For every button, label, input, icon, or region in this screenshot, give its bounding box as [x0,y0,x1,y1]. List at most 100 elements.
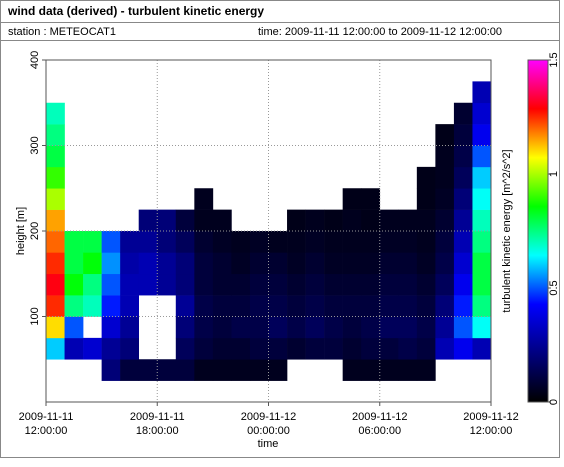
heatmap-cell [138,273,158,296]
x-tick-label: 12:00:00 [470,425,513,437]
heatmap-cell [305,295,325,317]
heatmap-cell [398,231,418,253]
heatmap-cell [249,231,269,253]
heatmap-cell [472,166,492,189]
heatmap-cell [305,273,325,296]
heatmap-cell [231,359,251,381]
heatmap-cell [361,252,381,275]
heatmap-cell [398,337,418,360]
heatmap-cell [472,337,492,360]
heatmap-cell [249,273,269,296]
heatmap-cell [46,102,65,125]
heatmap-cell [453,252,473,275]
x-axis-label: time [258,438,279,450]
heatmap-cell [305,231,325,253]
heatmap-cell [416,359,436,381]
heatmap-cell [268,316,288,339]
heatmap-cell [287,316,306,339]
heatmap-cell [212,337,232,360]
heatmap-cell [46,231,65,253]
heatmap-cell [268,295,288,317]
heatmap-cell [342,231,362,253]
heatmap-cell [472,295,492,317]
heatmap-cell [83,273,102,296]
heatmap-cell [46,252,65,275]
heatmap-cell [472,102,492,125]
heatmap-cell [416,188,436,210]
heatmap-cell [472,124,492,146]
heatmap-cell [175,252,195,275]
heatmap-cell [249,359,269,381]
heatmap-cell [379,252,399,275]
heatmap-cell [231,273,251,296]
heatmap-cell [194,273,214,296]
heatmap-cell [194,188,214,210]
heatmap-cell [453,166,473,189]
chart-title: wind data (derived) - turbulent kinetic … [7,4,264,18]
heatmap-cell [175,316,195,339]
heatmap-cell [101,316,121,339]
heatmap-cell [194,209,214,232]
heatmap-cell [46,295,65,317]
heatmap-cell [231,252,251,275]
heatmap-cell [268,359,288,381]
heatmap-cell [342,295,362,317]
heatmap-cell [324,273,343,296]
heatmap-cell [64,252,84,275]
heatmap-cell [379,273,399,296]
station: station : METEOCAT1 [8,26,116,38]
heatmap-cell [83,337,102,360]
heatmap-cell [212,316,232,339]
x-tick-label: 2009-11-11 [130,411,185,423]
heatmap-cell [416,337,436,360]
heatmap-cell [249,252,269,275]
heatmap-cell [472,252,492,275]
heatmap-cell [212,231,232,253]
heatmap-cell [157,209,177,232]
colorbar-tick-label: 1 [548,171,560,177]
time-range: time: 2009-11-11 12:00:00 to 2009-11-12 … [258,26,502,38]
y-tick-label: 400 [29,51,41,69]
heatmap-cell [342,273,362,296]
heatmap-cell [453,273,473,296]
heatmap-cell [287,252,306,275]
heatmap-cell [138,231,158,253]
heatmap-cell [305,209,325,232]
heatmap-cell [453,188,473,210]
heatmap-cell [416,166,436,189]
heatmap-cell [453,124,473,146]
heatmap-cell [46,145,65,168]
heatmap-cell [249,316,269,339]
heatmap-cell [101,252,121,275]
heatmap-cell [435,316,455,339]
heatmap-cell [64,295,84,317]
heatmap-cell [64,273,84,296]
heatmap-cell [361,188,381,210]
x-tick-label: 2009-11-12 [241,411,296,423]
colorbar-tick-label: 0 [548,399,560,405]
y-axis-label: height [m] [15,207,27,255]
x-tick-label: 2009-11-11 [19,411,74,423]
heatmap-cell [138,252,158,275]
heatmap-cell [435,273,455,296]
heatmap-cell [324,316,343,339]
heatmap-cell [175,209,195,232]
heatmap-cell [83,231,102,253]
heatmap-cell [194,337,214,360]
x-tick-label: 2009-11-12 [463,411,518,423]
heatmap-cell [453,337,473,360]
heatmap-cell [379,359,399,381]
heatmap-cell [324,252,343,275]
heatmap-cell [83,295,102,317]
heatmap-cell [64,337,84,360]
heatmap-cell [416,231,436,253]
y-tick-label: 300 [29,136,41,154]
heatmap-cell [361,209,381,232]
heatmap-cell [231,231,251,253]
heatmap-cell [472,231,492,253]
x-tick-label: 06:00:00 [358,425,401,437]
heatmap-cell [305,316,325,339]
heatmap-cell [101,231,121,253]
heatmap-cell [249,295,269,317]
